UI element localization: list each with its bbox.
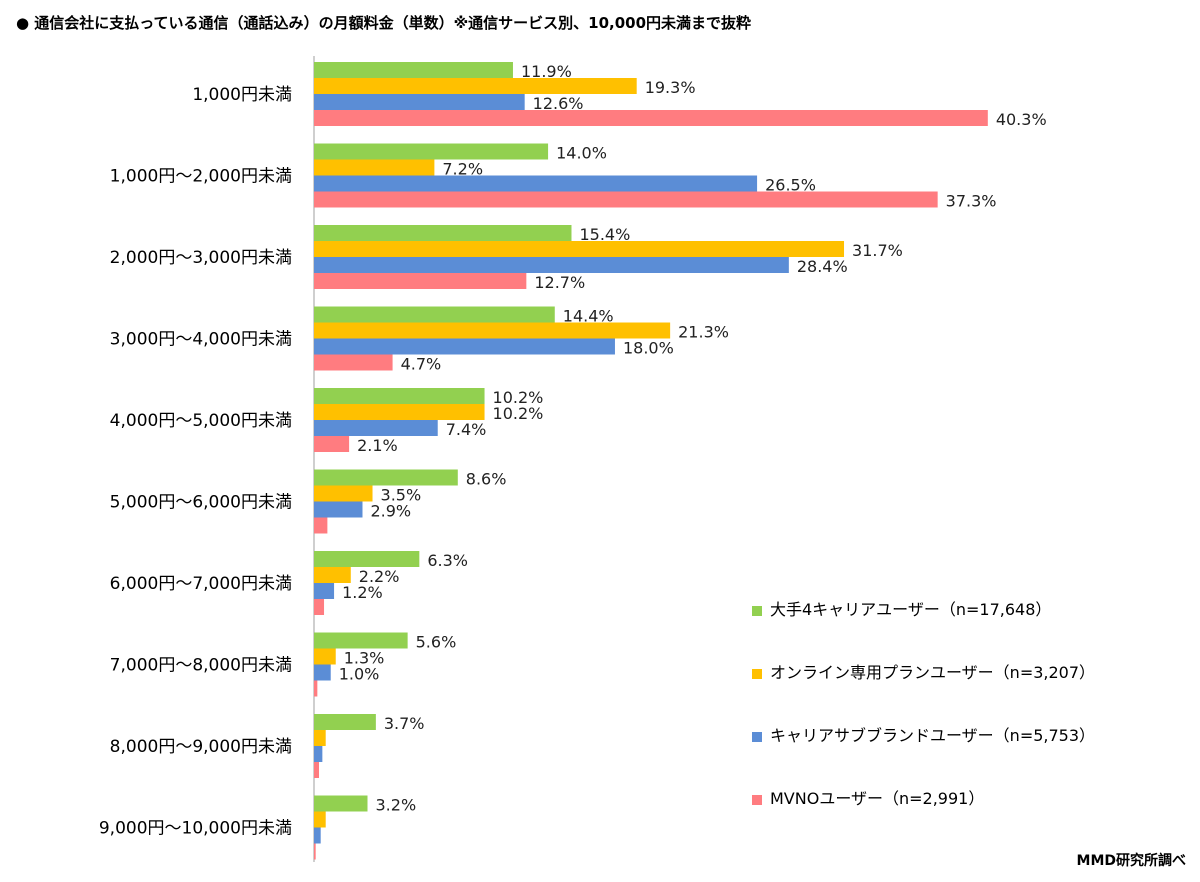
bar (314, 175, 758, 192)
category-label: 2,000円～3,000円未満 (110, 248, 292, 268)
bar (314, 664, 331, 681)
data-label: 5.6% (416, 633, 457, 652)
data-label: 8.6% (466, 470, 507, 489)
category-label: 7,000円～8,000円未満 (110, 656, 292, 676)
bar (314, 306, 555, 323)
bar (314, 159, 435, 176)
bar (314, 843, 316, 860)
category-label: 6,000円～7,000円未満 (110, 574, 292, 594)
legend-swatch (752, 731, 762, 742)
bar (314, 94, 525, 110)
data-label: 18.0% (623, 339, 674, 358)
data-label: 3.7% (384, 714, 425, 733)
bar (314, 354, 393, 371)
legend-item: キャリアサブブランドユーザー（n=5,753） (752, 722, 1095, 746)
legend-swatch (752, 605, 762, 616)
chart-title: ● 通信会社に支払っている通信（通話込み）の月額料金（単数）※通信サービス別、1… (16, 14, 752, 32)
legend-swatch (752, 794, 762, 805)
bar (314, 648, 336, 665)
bar (314, 517, 328, 534)
data-label: 26.5% (765, 176, 816, 195)
bar (314, 746, 323, 762)
bar (314, 485, 373, 502)
bar (314, 632, 408, 649)
bar (314, 143, 549, 160)
category-label: 1,000円未満 (192, 85, 292, 105)
legend-label: 大手4キャリアユーザー（n=17,648） (770, 600, 1052, 619)
bar (314, 404, 485, 420)
bar (314, 827, 321, 844)
legend-item: MVNOユーザー（n=2,991） (752, 785, 984, 809)
bar (314, 599, 325, 615)
bar (314, 730, 326, 746)
data-label: 31.7% (852, 241, 903, 260)
category-label: 4,000円～5,000円未満 (110, 411, 292, 431)
data-label: 14.4% (563, 307, 614, 326)
source-note: MMD研究所調べ (1076, 853, 1186, 869)
bar (314, 241, 845, 257)
bar (314, 714, 376, 730)
bar (314, 257, 789, 273)
legend-item: オンライン専用プランユーザー（n=3,207） (752, 659, 1095, 683)
data-label: 12.6% (533, 94, 584, 113)
category-label: 8,000円～9,000円未満 (110, 737, 292, 757)
data-label: 1.3% (344, 649, 385, 668)
bar (314, 501, 363, 518)
data-label: 19.3% (645, 78, 696, 97)
legend-item: 大手4キャリアユーザー（n=17,648） (752, 596, 1051, 620)
data-label: 40.3% (996, 110, 1047, 129)
bar (314, 191, 938, 208)
data-label: 10.2% (493, 388, 544, 407)
bar (314, 762, 320, 778)
data-label: 2.2% (359, 567, 400, 586)
data-label: 1.0% (339, 665, 380, 684)
data-label: 21.3% (678, 323, 729, 342)
data-label: 2.1% (357, 436, 398, 455)
category-label: 1,000円～2,000円未満 (110, 167, 292, 187)
bar (314, 338, 615, 355)
bar (314, 811, 326, 828)
legend-swatch (752, 668, 762, 679)
data-label: 3.2% (376, 796, 417, 815)
data-label: 3.5% (381, 486, 422, 505)
data-label: 4.7% (401, 355, 442, 374)
data-label: 7.4% (446, 420, 487, 439)
bar (314, 62, 513, 78)
data-label: 6.3% (427, 551, 468, 570)
bar (314, 110, 988, 126)
bar (314, 436, 350, 452)
bar (314, 567, 351, 583)
bar (314, 78, 637, 94)
data-label: 7.2% (442, 160, 483, 179)
legend-label: キャリアサブブランドユーザー（n=5,753） (770, 726, 1096, 745)
data-label: 14.0% (556, 144, 607, 163)
bar (314, 469, 458, 486)
bar (314, 420, 438, 436)
bar (314, 225, 572, 241)
category-label: 3,000円～4,000円未満 (110, 330, 292, 350)
bar (314, 583, 335, 599)
bar (314, 551, 420, 567)
data-label: 15.4% (579, 225, 630, 244)
bar (314, 680, 318, 697)
data-label: 10.2% (493, 404, 544, 423)
bar (314, 795, 368, 812)
category-label: 9,000円～10,000円未満 (99, 819, 292, 839)
category-label: 5,000円～6,000円未満 (110, 493, 292, 513)
data-label: 11.9% (521, 62, 572, 81)
bar (314, 322, 671, 339)
data-label: 28.4% (797, 257, 848, 276)
data-label: 37.3% (946, 192, 997, 211)
data-label: 1.2% (342, 583, 383, 602)
data-label: 12.7% (534, 273, 585, 292)
bar (314, 388, 485, 404)
legend-label: オンライン専用プランユーザー（n=3,207） (770, 663, 1096, 682)
legend-label: MVNOユーザー（n=2,991） (770, 789, 985, 808)
data-label: 2.9% (370, 502, 411, 521)
bar (314, 273, 527, 289)
